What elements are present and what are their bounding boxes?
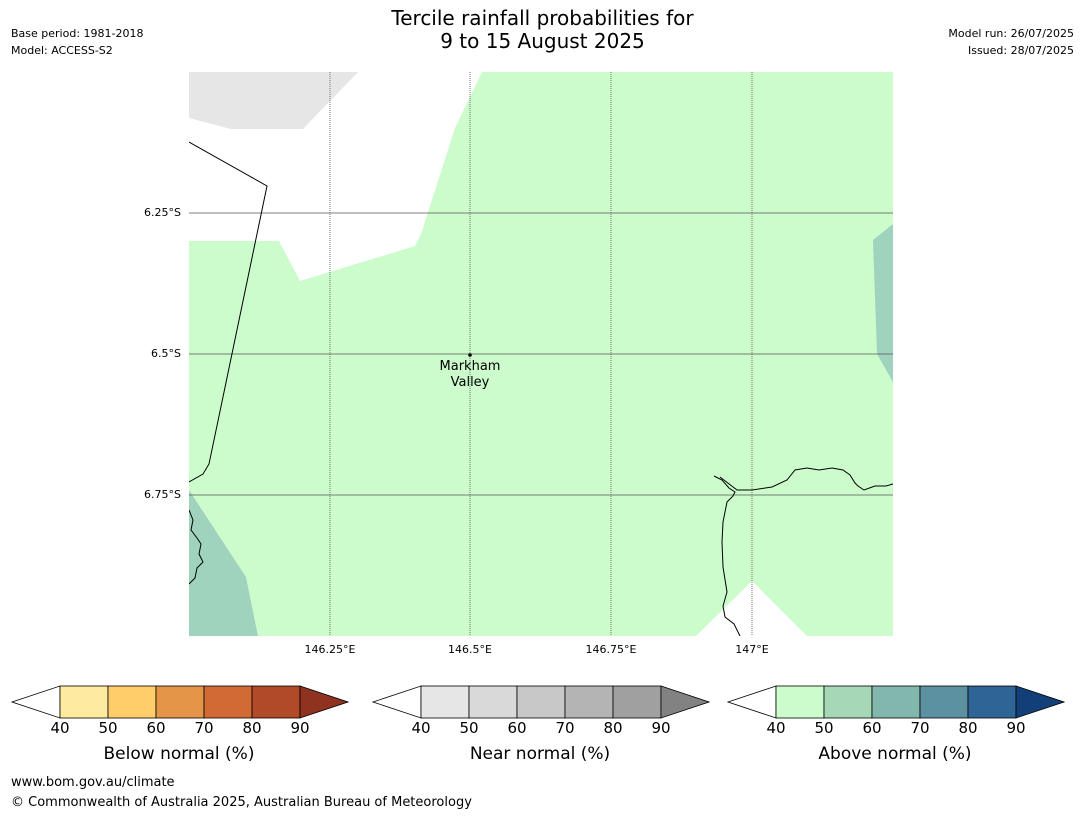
boundary-lines <box>189 141 893 636</box>
near-normal-tick-40: 40 <box>411 719 431 737</box>
above-normal-segment-60 <box>871 685 921 719</box>
near-normal-segment-70 <box>564 685 614 719</box>
below-normal-segment-60 <box>155 685 205 719</box>
near-normal-segment-60 <box>516 685 566 719</box>
below-normal-segment-70 <box>203 685 253 719</box>
issued-text: Issued: 28/07/2025 <box>967 44 1074 57</box>
model-text: Model: ACCESS-S2 <box>11 44 113 57</box>
below-normal-segment-40 <box>59 685 109 719</box>
above-normal-segment-80 <box>967 685 1017 719</box>
above-normal-under-triangle <box>727 685 777 719</box>
below-normal-segment-80 <box>251 685 301 719</box>
above-normal-segment-70 <box>919 685 969 719</box>
near-normal-tick-70: 70 <box>555 719 575 737</box>
footer-url: www.bom.gov.au/climate <box>11 775 175 790</box>
place-name-line-2: Valley <box>450 375 490 390</box>
near-normal-40-50-region <box>189 72 358 129</box>
above-normal-segment-40 <box>775 685 825 719</box>
near-normal-tick-50: 50 <box>459 719 479 737</box>
above-normal-tick-70: 70 <box>910 719 930 737</box>
place-marker <box>468 353 472 357</box>
above-normal-50-60-region-west <box>189 490 258 636</box>
above-normal-label: Above normal (%) <box>818 744 972 764</box>
above-normal-tick-40: 40 <box>766 719 786 737</box>
near-normal-segment-50 <box>468 685 518 719</box>
below-normal-label: Below normal (%) <box>103 744 255 764</box>
map-title: Tercile rainfall probabilities for 9 to … <box>0 7 1085 53</box>
above-normal-50-60-region-east <box>873 224 893 382</box>
lat-label-6-25s: 6.25°S <box>144 206 181 219</box>
model-run-text: Model run: 26/07/2025 <box>948 27 1074 40</box>
lon-label-146-25e: 146.25°E <box>304 643 356 656</box>
below-normal-tick-40: 40 <box>50 719 70 737</box>
lat-label-6-75s: 6.75°S <box>144 488 181 501</box>
near-normal-tick-80: 80 <box>603 719 623 737</box>
place-name-line-1: Markham <box>439 359 501 374</box>
below-normal-colorbar <box>11 685 349 719</box>
river-line <box>713 475 741 636</box>
near-normal-tick-60: 60 <box>507 719 527 737</box>
below-normal-tick-50: 50 <box>98 719 118 737</box>
below-normal-tick-90: 90 <box>290 719 310 737</box>
near-normal-over-triangle <box>660 685 710 719</box>
below-normal-tick-80: 80 <box>242 719 262 737</box>
below-normal-tick-60: 60 <box>146 719 166 737</box>
above-normal-over-triangle <box>1015 685 1065 719</box>
above-normal-tick-50: 50 <box>814 719 834 737</box>
north-coastline <box>719 467 893 491</box>
near-normal-label: Near normal (%) <box>469 744 611 764</box>
base-period-text: Base period: 1981-2018 <box>11 27 144 40</box>
rainfall-map <box>189 72 893 636</box>
near-normal-under-triangle <box>372 685 422 719</box>
lon-label-147e: 147°E <box>735 643 769 656</box>
below-normal-over-triangle <box>299 685 349 719</box>
place-label: Markham Valley <box>420 359 520 391</box>
meta-right: Model run: 26/07/2025 Issued: 28/07/2025 <box>948 25 1074 59</box>
near-normal-segment-80 <box>612 685 662 719</box>
title-line-2: 9 to 15 August 2025 <box>440 29 645 53</box>
title-line-1: Tercile rainfall probabilities for <box>391 6 694 30</box>
near-normal-colorbar <box>372 685 710 719</box>
above-normal-tick-80: 80 <box>958 719 978 737</box>
lon-label-146-5e: 146.5°E <box>448 643 492 656</box>
below-normal-tick-70: 70 <box>194 719 214 737</box>
latitude-gridlines <box>189 212 893 496</box>
west-coastline <box>189 509 204 585</box>
below-normal-segment-50 <box>107 685 157 719</box>
below-normal-under-triangle <box>11 685 61 719</box>
near-normal-tick-90: 90 <box>651 719 671 737</box>
above-normal-tick-60: 60 <box>862 719 882 737</box>
meta-left: Base period: 1981-2018 Model: ACCESS-S2 <box>11 25 143 59</box>
province-boundary <box>189 141 268 483</box>
above-normal-colorbar <box>727 685 1065 719</box>
footer-copyright: © Commonwealth of Australia 2025, Austra… <box>11 795 472 810</box>
above-normal-segment-50 <box>823 685 873 719</box>
lon-label-146-75e: 146.75°E <box>585 643 637 656</box>
lat-label-6-5s: 6.5°S <box>151 347 181 360</box>
above-normal-tick-90: 90 <box>1006 719 1026 737</box>
near-normal-segment-40 <box>420 685 470 719</box>
